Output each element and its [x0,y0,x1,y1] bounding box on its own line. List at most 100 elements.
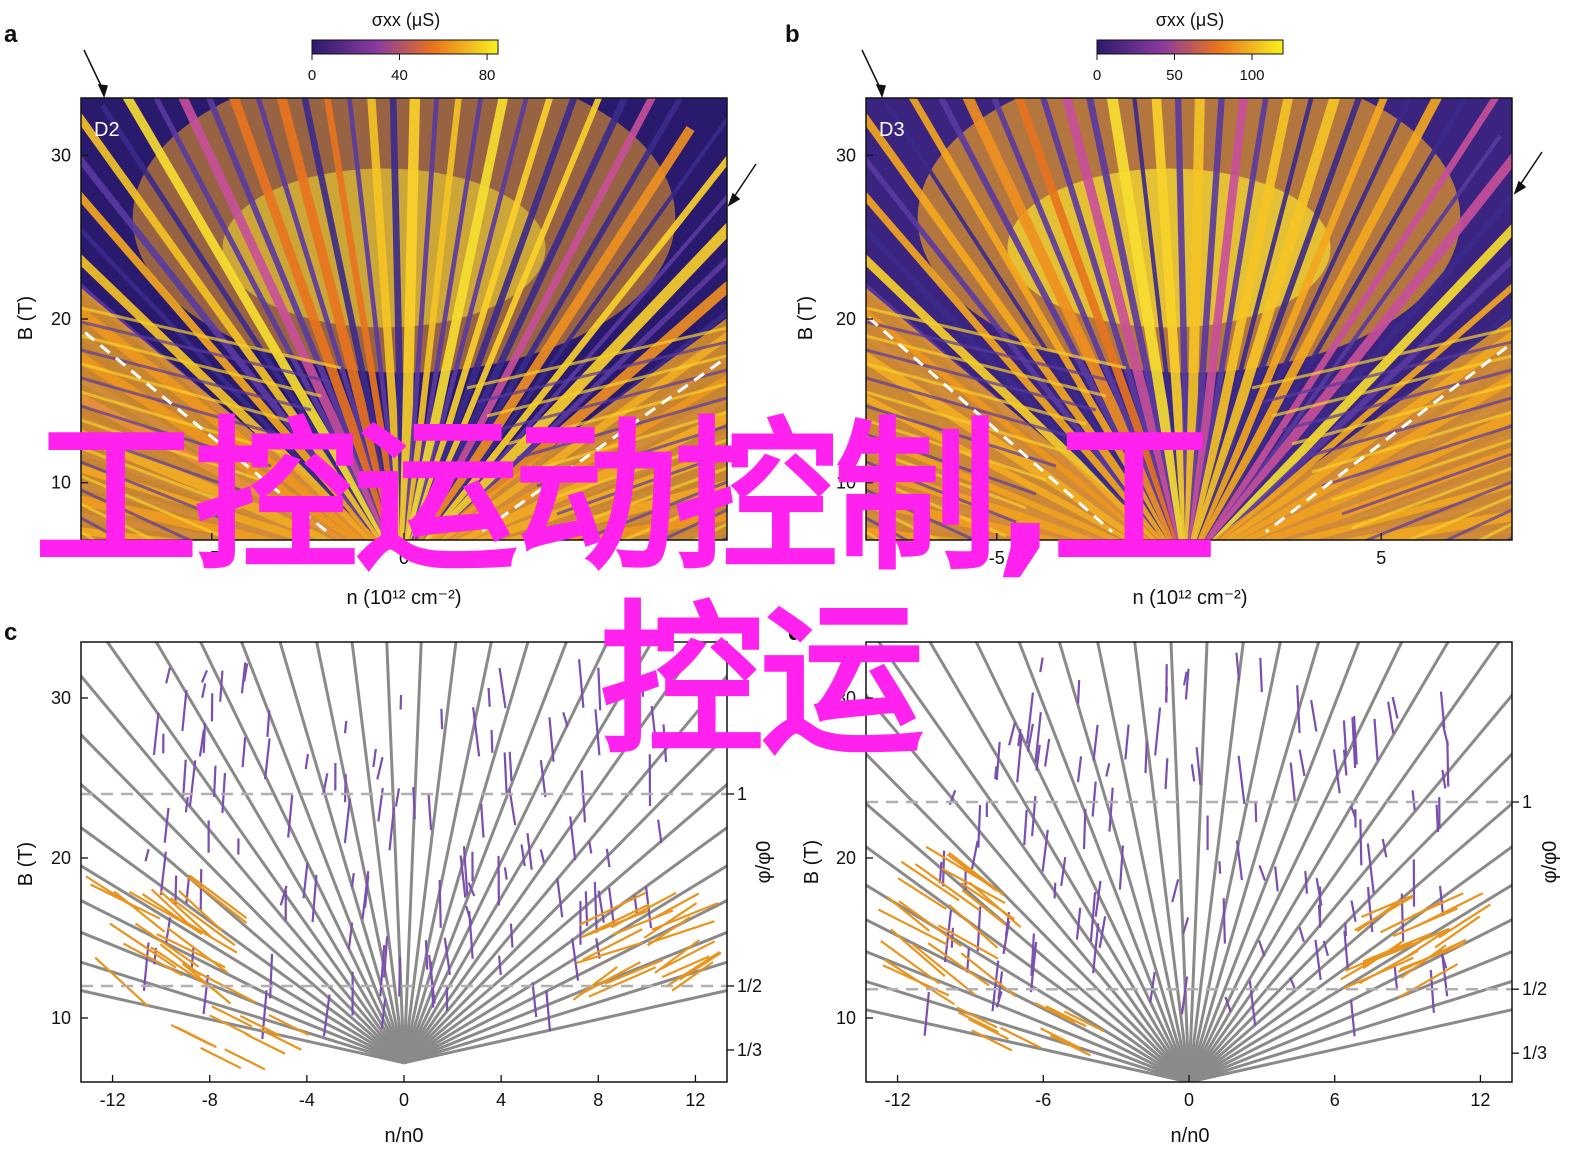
heat-fine-stripe [866,516,910,540]
fan-segment-purple [1098,916,1107,948]
x-axis-label-a: n (10¹² cm⁻²) [347,587,462,609]
fan-segment-purple [490,729,494,753]
fan-line [1133,642,1191,1082]
fan-line [1187,642,1321,1082]
y-tick-label: 10 [836,473,856,493]
fan-segment-purple [1023,809,1028,845]
watermark-overlay-text: 工控运动控制,工 [34,402,1216,593]
fan-segment-purple [269,953,274,999]
fan-segment-purple [1393,965,1399,991]
fan-segment-orange [581,903,650,939]
heat-stripe [866,112,1173,540]
fan-segment-purple [200,669,208,683]
fan-line [1169,642,1191,1082]
x-tick-label: 8 [593,1090,603,1110]
heat-fine-stripe [81,502,157,540]
fan-segment-purple [1387,701,1395,734]
heatmap-stripes-b [866,98,1512,540]
fan-segment-purple [1118,845,1125,890]
fan-segment-purple [1304,870,1309,894]
heat-stripe [1206,152,1512,540]
heat-stripe [1132,98,1188,540]
colorbar-ticks-b: 0 50 100 [1093,54,1265,84]
fan-segment-purple [1154,707,1162,756]
fan-segment-purple [424,940,429,970]
fan-segment-purple [593,881,598,933]
fan-segment-purple [1429,969,1435,1013]
fan-segment-purple [213,765,217,798]
heat-stripe [1188,98,1248,540]
fan-line [1187,692,1512,1082]
fan-segment-purple [1322,940,1330,957]
fan-segment-purple [1332,749,1341,794]
heat-fine-stripe [866,334,1107,398]
fan-segment-orange [647,920,715,945]
heat-fine-stripe [620,494,727,540]
fan-line [315,642,406,1064]
x-tick-label: 12 [1470,1090,1490,1110]
colorbar-tick-label: 100 [1239,67,1264,84]
fan-segment-purple [440,708,444,730]
fan-segment-purple [1298,926,1305,943]
fan-segment-purple [1039,657,1044,673]
heat-fine-stripe [866,348,1097,412]
fan-segment-purple [201,683,207,698]
heat-fine-stripe [1301,396,1512,460]
fan-line [81,673,406,1064]
panel-letter-a: a [4,21,18,48]
heat-fine-stripe [1362,480,1512,540]
x-tick-label: 5 [1376,548,1386,568]
x-tick-label: 0 [399,548,409,568]
fan-line [402,642,610,1064]
fan-segment-orange [588,966,657,998]
fan-segment-purple [1075,907,1082,940]
fan-segment-orange [224,1048,266,1071]
fan-segment-orange [109,922,177,969]
heat-stripe [1190,98,1294,540]
fan-segment-purple [938,861,943,884]
heat-stripe [301,98,401,540]
fan-segment-purple [1350,900,1357,922]
fan-segment-purple [991,960,1000,1012]
fan-segment-purple [322,773,329,794]
fan-segment-purple [1105,762,1111,777]
x-tick-label: 0 [399,1090,409,1110]
fan-line [403,825,727,1065]
fan-segment-purple [1342,749,1348,776]
fan-segment-purple [1373,718,1379,761]
fan-line [866,844,1190,1082]
colorbar-tick-label: 0 [1093,67,1101,84]
colorbar-b: σxx (μS) 0 50 100 [1093,10,1284,84]
panel-b: b σxx (μS) 0 50 100 D3 10 20 30 -5 5 B (T) n (… [785,10,1543,609]
fan-line [1188,1008,1512,1082]
fan-segment-orange [150,946,218,993]
fan-segment-orange [156,933,226,969]
heat-fine-stripe [866,418,1047,482]
heat-fine-stripe [1331,438,1512,502]
x-tick-label: -12 [100,1090,126,1110]
fan-segment-orange [166,926,229,974]
heat-fine-stripe [1271,354,1512,418]
heat-fine-stripe [81,390,282,454]
heat-stripe [414,98,629,540]
heat-fine-stripe [1351,466,1512,530]
fan-line [1017,642,1191,1082]
fan-segment-orange [958,1011,1000,1034]
fan-segment-purple [497,955,502,976]
y-tick-label: 10 [51,1008,71,1028]
fan-line [1187,642,1282,1082]
fan-segment-purple [966,948,970,973]
fan-segment-purple [1411,790,1416,811]
watermark-overlay-text-2: 控运 [600,586,924,777]
fan-segment-purple [539,759,547,798]
x-tick-label: 4 [496,1090,506,1110]
fan-segment-purple [361,871,370,920]
fan-line [403,960,727,1065]
fan-segment-purple [1235,840,1244,881]
fan-segment-purple [382,936,389,978]
device-label-a: D2 [94,119,120,141]
fan-segment-orange [1361,894,1414,918]
right-tick-label: 1/3 [737,1040,762,1060]
fan-segment-orange [889,928,946,977]
fan-segment-purple [376,756,384,780]
